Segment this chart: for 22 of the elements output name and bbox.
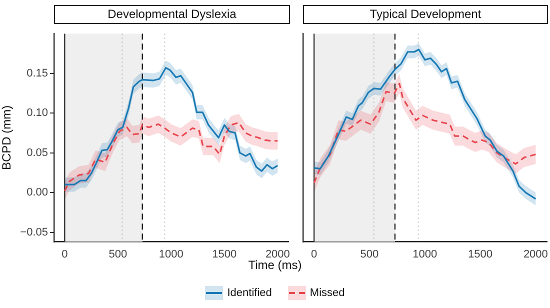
x-axis-title: Time (ms) [248,258,302,272]
x-tick-label: 1500 [212,248,237,260]
x-tick-label: 1500 [468,248,493,260]
legend-label: Identified [227,287,272,299]
x-tick-label: 2000 [523,248,548,260]
y-tick-label: 0.05 [26,146,48,159]
y-tick-label: 0.10 [26,107,48,120]
x-tick-label: 1000 [158,248,184,260]
chart-title: Typical Development [303,5,548,24]
y-tick-label: −0.05 [20,226,48,238]
x-tick-label: 0 [311,248,318,260]
y-tick-label: 0.15 [26,67,48,80]
x-tick-label: 500 [108,248,128,260]
y-tick-label: 0.00 [26,186,48,199]
line-series [64,122,278,192]
legend-label: Missed [310,287,345,299]
chart-title: Developmental Dyslexia [54,5,290,24]
x-tick-label: 500 [360,248,379,260]
x-tick-label: 0 [62,248,68,260]
x-tick-label: 2000 [265,248,290,260]
x-tick-label: 1000 [412,248,438,260]
y-axis-title: BCPD (mm) [0,105,14,170]
